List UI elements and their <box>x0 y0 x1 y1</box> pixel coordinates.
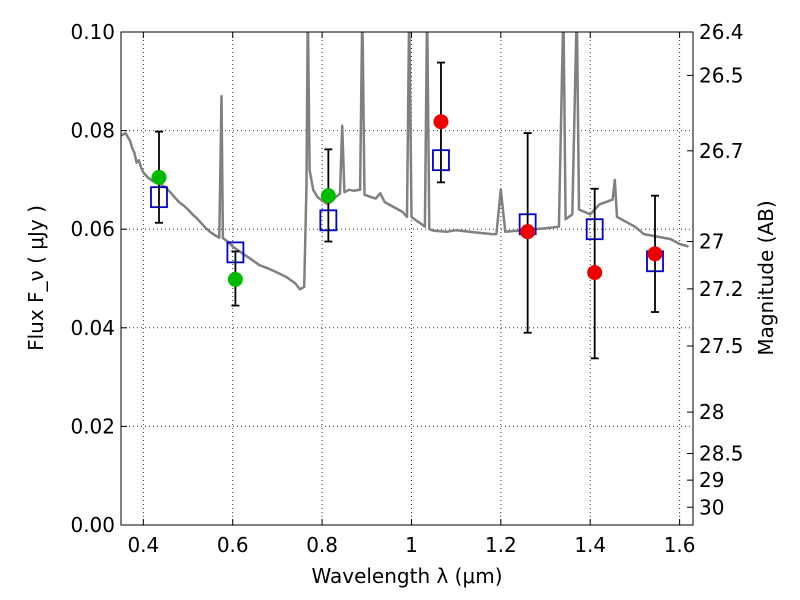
x-axis-title: Wavelength λ (μm) <box>311 564 502 588</box>
plot-area <box>121 32 689 360</box>
grid <box>121 32 693 525</box>
x-tick-label: 1.4 <box>574 533 606 557</box>
spectrum-line <box>121 32 689 291</box>
right-tick-label: 26.5 <box>699 63 744 87</box>
right-tick-label: 27.2 <box>699 277 744 301</box>
right-tick-label: 27 <box>699 230 724 254</box>
y-axis-title: Flux F_ν ( μJy ) <box>24 205 48 351</box>
y-tick-label: 0.02 <box>70 414 115 438</box>
observed-point <box>151 169 167 185</box>
y-tick-label: 0.10 <box>70 20 115 44</box>
y-tick-label: 0.00 <box>70 513 115 537</box>
observed-point <box>587 265 603 281</box>
x-tick-label: 1.2 <box>485 533 517 557</box>
y-tick-label: 0.04 <box>70 316 115 340</box>
right-tick-label: 26.4 <box>699 20 744 44</box>
observed-point <box>520 224 536 240</box>
y-right-axis-title: Magnitude (AB) <box>754 200 778 355</box>
x-tick-label: 1.6 <box>664 533 696 557</box>
observed-point <box>647 246 663 262</box>
x-tick-label: 1 <box>405 533 418 557</box>
observed-point <box>320 188 336 204</box>
right-tick-label: 28 <box>699 400 724 424</box>
right-tick-label: 26.7 <box>699 139 744 163</box>
right-tick-label: 28.5 <box>699 442 744 466</box>
observed-point <box>433 114 449 130</box>
x-tick-label: 0.4 <box>127 533 159 557</box>
plot-frame <box>120 31 694 526</box>
ticks: 0.4 0.6 0.8 1 1.2 1.4 1.6 0.00 0.02 0.04 0.06 0.08 0… <box>70 20 743 557</box>
observed-point <box>227 271 243 287</box>
right-tick-label: 29 <box>699 468 724 492</box>
x-tick-label: 0.6 <box>217 533 249 557</box>
right-tick-label: 27.5 <box>699 334 744 358</box>
y-tick-label: 0.08 <box>70 119 115 143</box>
y-tick-label: 0.06 <box>70 217 115 241</box>
right-tick-label: 30 <box>699 495 724 519</box>
x-tick-label: 0.8 <box>306 533 338 557</box>
